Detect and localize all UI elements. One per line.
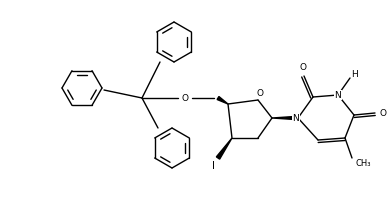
Polygon shape [217,97,228,104]
Text: H: H [352,70,358,78]
Text: N: N [293,113,300,123]
Text: N: N [335,90,342,99]
Text: CH₃: CH₃ [356,159,371,167]
Text: O: O [380,109,387,117]
Text: O: O [182,94,189,102]
Text: O: O [256,88,263,98]
Polygon shape [216,138,232,159]
Text: I: I [212,161,216,171]
Text: O: O [300,63,307,72]
Polygon shape [272,116,298,120]
